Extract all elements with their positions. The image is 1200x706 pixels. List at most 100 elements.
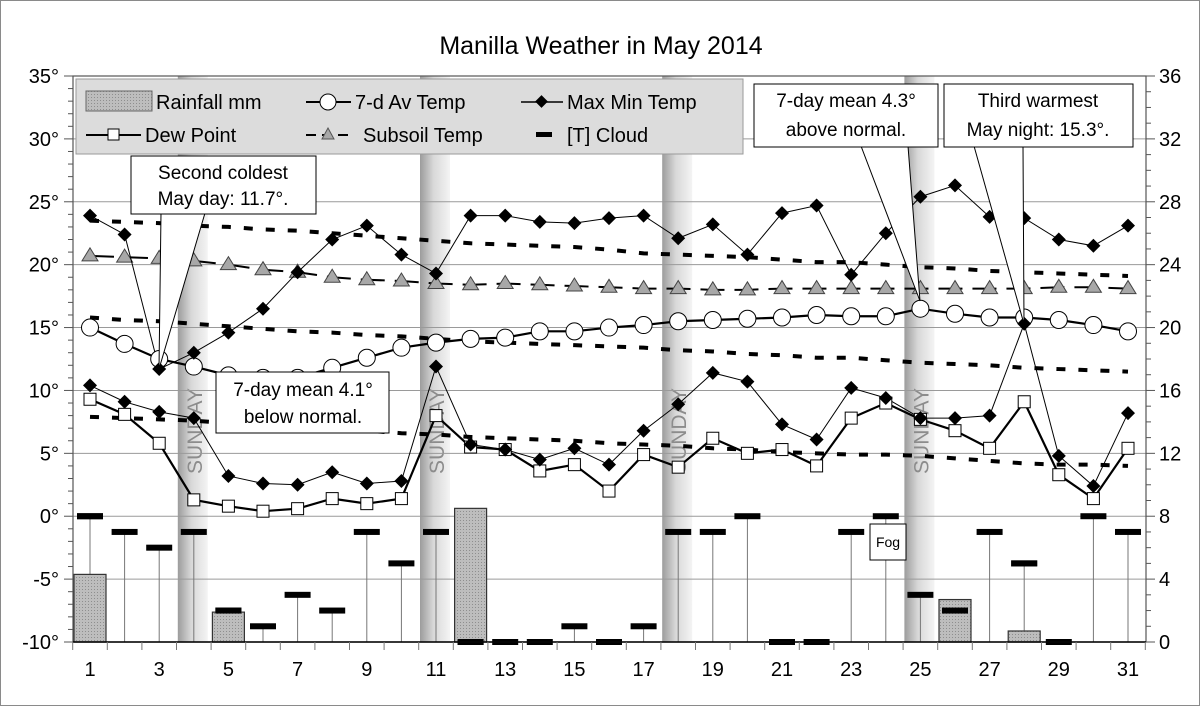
min-temp-point: [152, 404, 167, 419]
y-left-tick-label: 0°: [40, 506, 59, 528]
max-temp-point: [567, 216, 582, 231]
cloud-marker: [907, 591, 934, 598]
normal-line-max: [89, 218, 1129, 278]
max-temp-point: [878, 226, 893, 241]
avg7-point: [946, 304, 964, 323]
cloud-marker: [665, 528, 692, 535]
avg7-point: [392, 338, 411, 357]
min-temp-point: [844, 380, 859, 395]
rain-bar: [938, 598, 972, 643]
min-temp-point: [290, 477, 305, 492]
callout-box-cold-day: [130, 155, 317, 215]
dew-point-point: [83, 392, 97, 406]
x-tick-label: 31: [1117, 659, 1139, 681]
normal-line-min: [89, 414, 1129, 468]
subsoil-point: [530, 275, 549, 291]
chart-title: Manilla Weather in May 2014: [439, 32, 762, 60]
subsoil-point: [669, 279, 688, 295]
cloud-marker: [699, 528, 726, 535]
cloud-marker: [111, 528, 138, 535]
max-temp-point: [463, 208, 478, 223]
y-right-tick-label: 16: [1159, 380, 1181, 402]
subsoil-point: [876, 279, 895, 295]
sunday-label: SUNDAY: [910, 388, 933, 474]
max-temp-point: [256, 301, 270, 316]
legend-dew-marker: [107, 128, 120, 141]
dew-point-point: [948, 424, 962, 438]
min-temp-point: [532, 452, 547, 467]
max-temp-point: [429, 266, 443, 281]
min-temp-point: [359, 476, 374, 491]
avg7-point: [496, 328, 515, 347]
dew-point-point: [983, 441, 997, 455]
min-temp-point: [982, 408, 997, 423]
cloud-marker: [838, 528, 865, 535]
min-temp-point: [636, 423, 651, 438]
x-tick-label: 21: [771, 659, 793, 681]
callout-box-warm-night: [943, 83, 1134, 148]
callout-above-line1: 7-day mean 4.3°: [776, 91, 916, 112]
dew-point-point: [1086, 492, 1100, 506]
min-temp-point: [705, 365, 720, 380]
subsoil-point: [254, 260, 272, 276]
avg7-point: [530, 322, 549, 341]
avg7-point: [1119, 322, 1137, 341]
x-tick-label: 5: [223, 659, 234, 681]
max-temp-point: [671, 231, 686, 246]
cloud-marker: [180, 528, 207, 535]
dew-point-point: [325, 492, 339, 506]
subsoil-point: [773, 279, 791, 295]
min-temp-point: [567, 441, 582, 456]
cloud-marker: [976, 528, 1003, 535]
avg7-point: [81, 318, 99, 337]
subsoil-point: [323, 268, 342, 283]
y-left-tick-label: -10°: [22, 632, 59, 654]
rain-bar: [73, 573, 107, 643]
y-right-tick-label: 0: [1159, 632, 1170, 654]
subsoil-point: [1119, 279, 1137, 295]
dew-point-point: [810, 459, 824, 473]
dew-point-point: [256, 504, 270, 518]
x-tick-label: 13: [494, 659, 516, 681]
min-temp-point: [775, 417, 789, 432]
y-right-tick-label: 8: [1159, 506, 1170, 528]
legend-avg7: 7-d Av Temp: [355, 92, 465, 114]
cloud-marker: [734, 513, 761, 520]
legend-avg-marker: [319, 93, 337, 111]
y-right-tick-label: 32: [1159, 129, 1181, 151]
dew-point-point: [394, 492, 408, 506]
y-left-tick-label: -5°: [33, 569, 59, 591]
y-right-tick-label: 12: [1159, 443, 1181, 465]
legend-subsoil: Subsoil Temp: [363, 125, 483, 147]
callout-box-above: [753, 83, 939, 148]
dew-point-point: [671, 460, 685, 474]
fog-label: Fog: [876, 534, 900, 550]
cloud-marker: [284, 591, 311, 598]
max-temp-point: [602, 211, 616, 226]
cloud-marker: [353, 528, 380, 535]
x-tick-label: 3: [154, 659, 165, 681]
x-tick-label: 9: [361, 659, 372, 681]
max-temp-point: [394, 247, 409, 262]
subsoil-point: [392, 272, 411, 287]
x-tick-label: 1: [84, 659, 95, 681]
dew-point-point: [429, 409, 443, 423]
callout-warm-night-line1: Third warmest: [978, 91, 1099, 112]
legend-cloud-marker: [536, 132, 552, 137]
subsoil-point: [115, 248, 134, 263]
min-temp-point: [878, 390, 893, 405]
max-temp-point: [83, 208, 97, 223]
avg7-point: [911, 299, 930, 318]
max-temp-point: [221, 325, 236, 340]
avg7-point: [184, 357, 203, 376]
max-temp-point: [636, 208, 651, 223]
dew-point-point: [118, 407, 132, 421]
dew-point-point: [533, 464, 547, 478]
x-tick-label: 27: [978, 659, 1000, 681]
max-temp-point: [359, 218, 374, 233]
cloud-marker: [423, 528, 449, 535]
cloud-marker: [215, 607, 242, 614]
min-temp-point: [429, 359, 443, 374]
legend-box: [75, 78, 744, 155]
